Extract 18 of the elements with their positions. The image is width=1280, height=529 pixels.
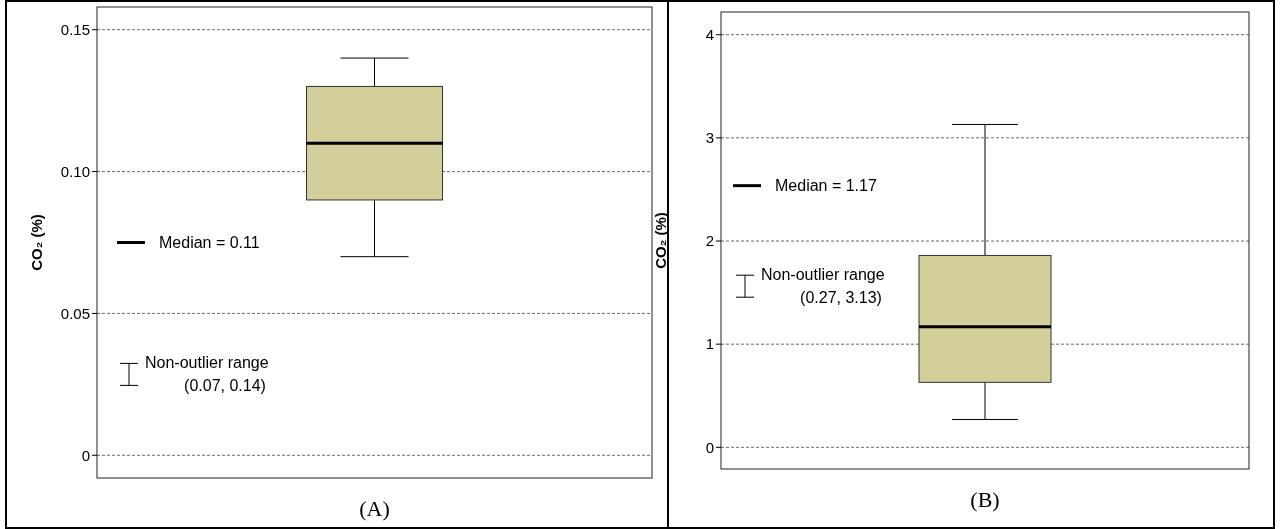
annotation: Median = 1.17: [775, 177, 877, 195]
y-tick-label: 0.10: [60, 162, 90, 180]
y-tick-label: 4: [705, 25, 714, 43]
y-tick-label: 3: [705, 129, 714, 147]
annotation: Median = 0.11: [159, 234, 260, 252]
annotation: (0.27, 3.13): [800, 288, 882, 306]
annotation: Non-outlier range: [761, 265, 885, 283]
y-tick-label: 1: [705, 335, 714, 353]
y-tick-label: 0: [81, 446, 90, 464]
x-axis-title: (B): [970, 487, 1000, 512]
y-tick-label: 0.05: [60, 304, 90, 322]
y-tick-label: 2: [705, 232, 714, 250]
y-tick-label: 0: [705, 438, 714, 456]
annotation: (0.07, 0.14): [184, 376, 266, 394]
annotation: Non-outlier range: [145, 353, 269, 371]
y-axis-title: CO₂ (%): [28, 214, 45, 271]
x-axis-title: (A): [359, 496, 390, 521]
y-tick-label: 0.15: [60, 20, 90, 38]
